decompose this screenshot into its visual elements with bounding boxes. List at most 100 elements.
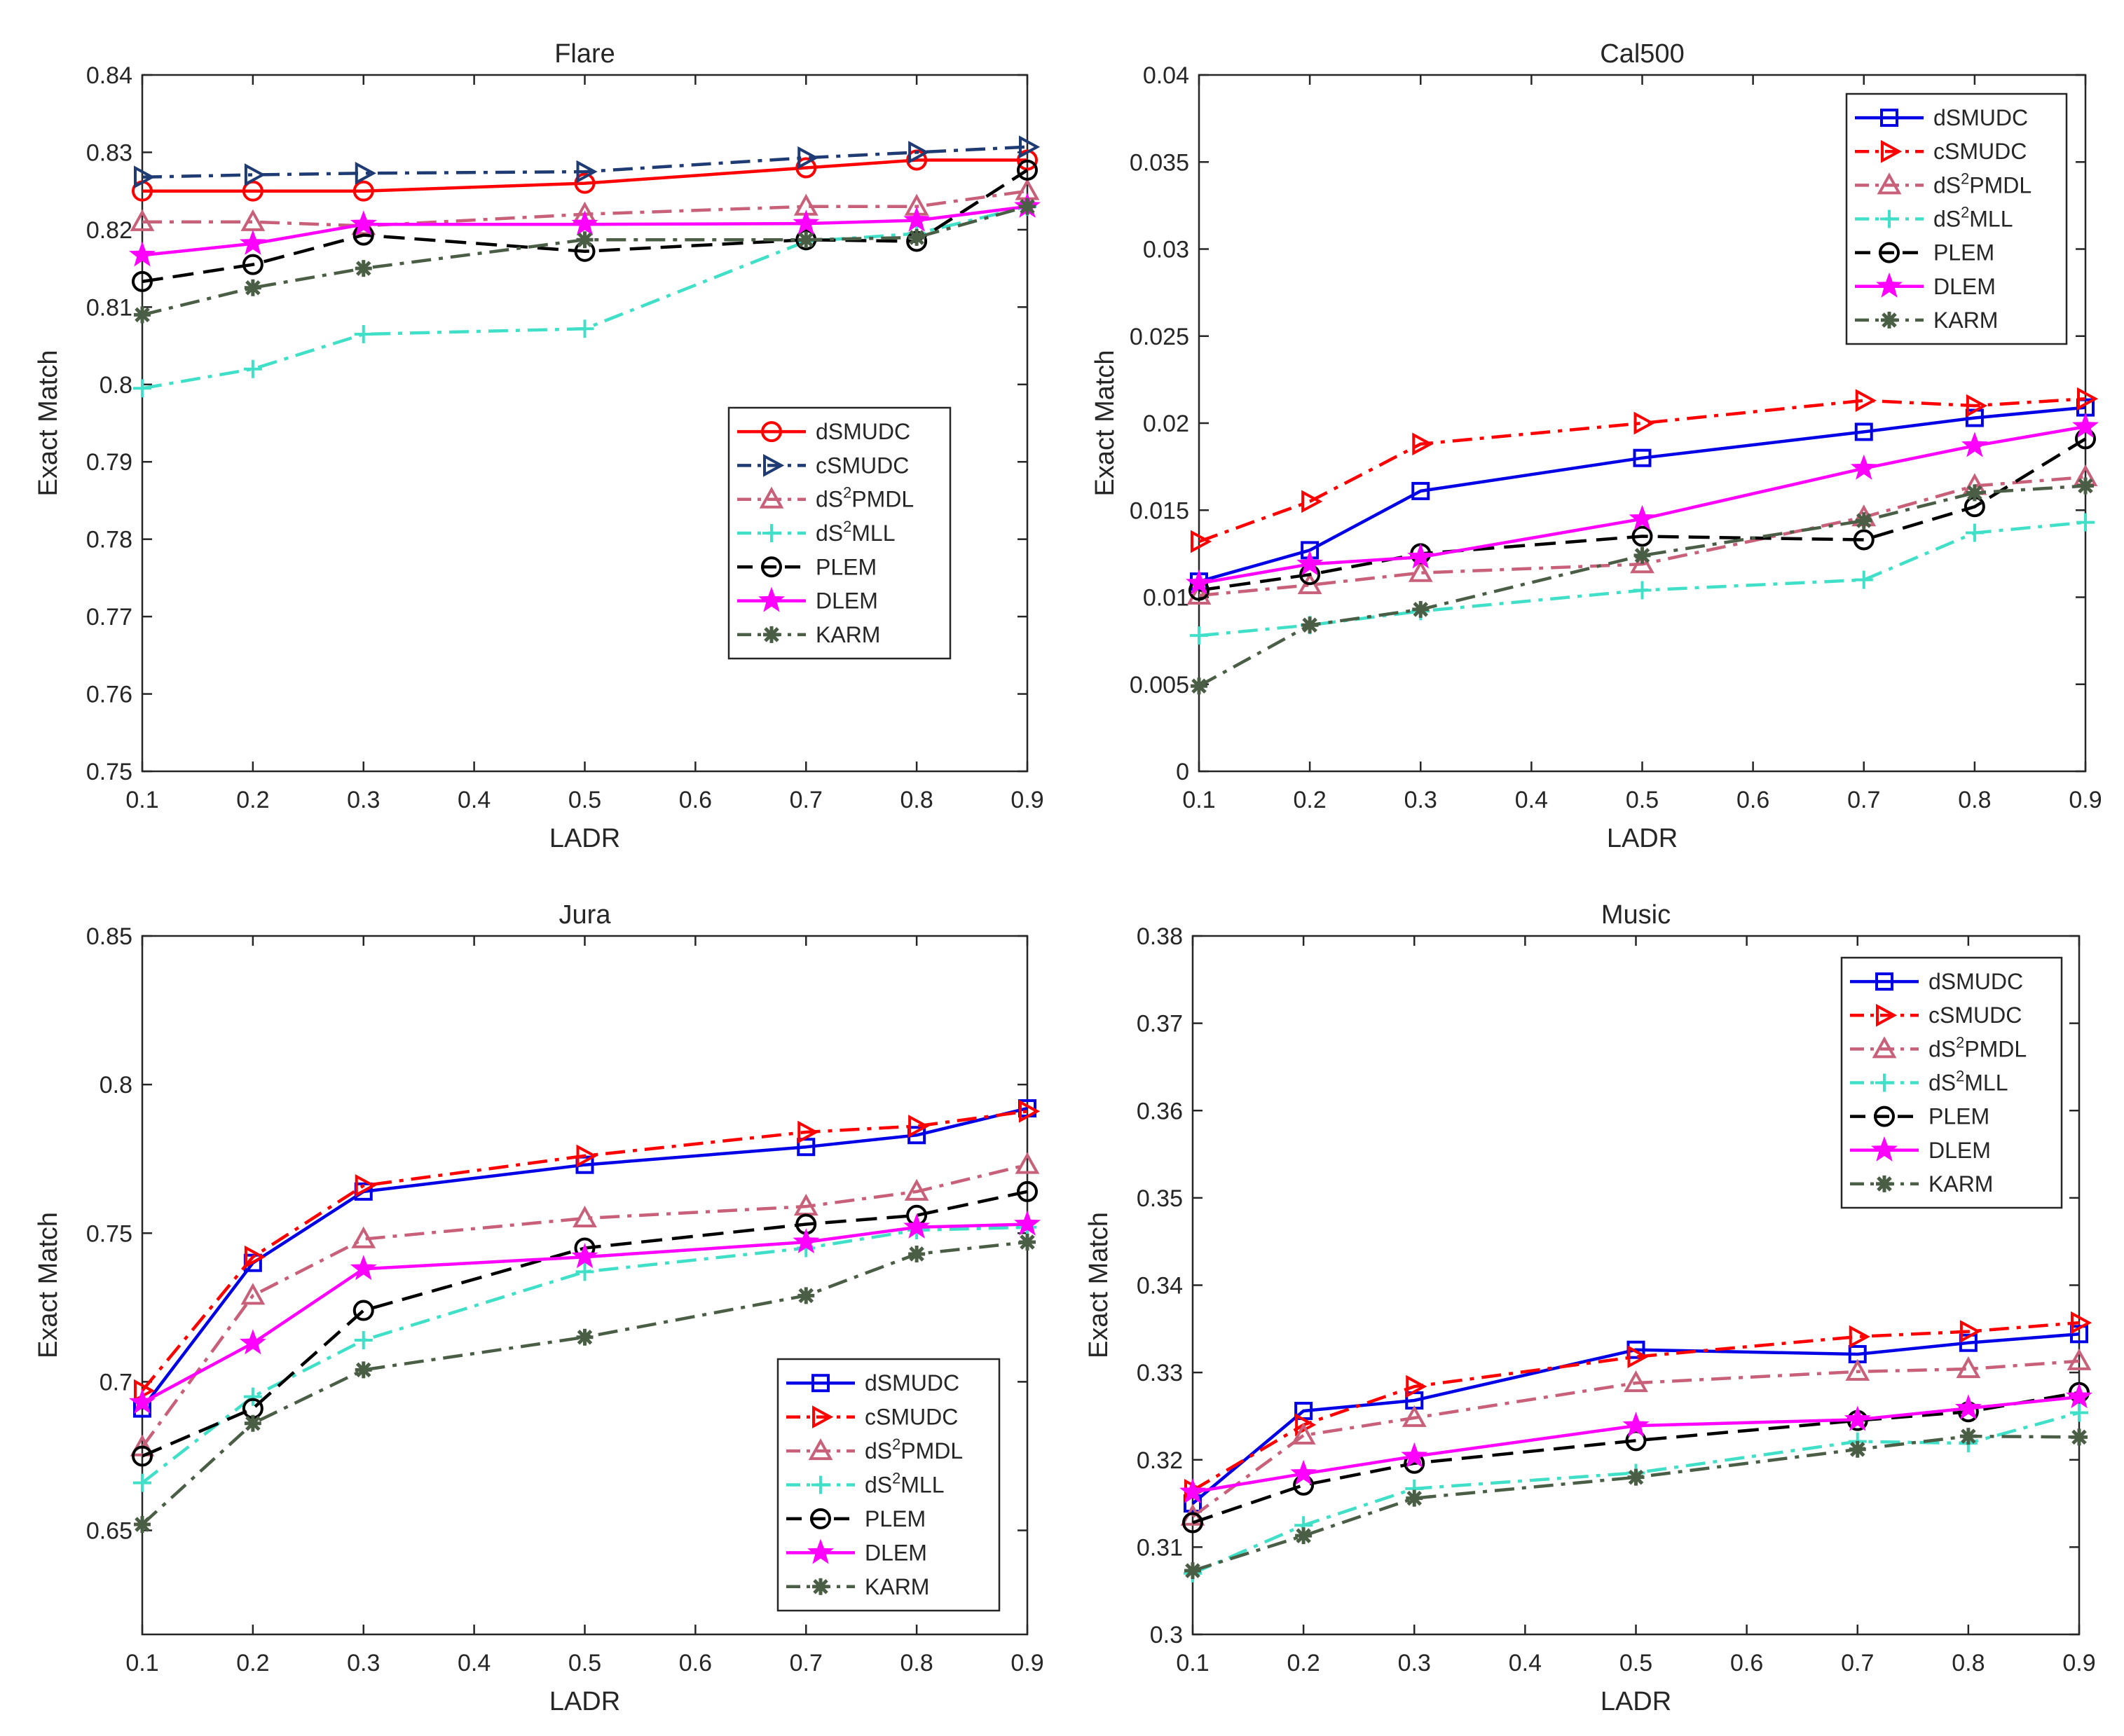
y-axis-label: Exact Match bbox=[1084, 1212, 1114, 1358]
legend-plus-marker bbox=[762, 524, 781, 542]
data-point-circle-marker bbox=[1631, 525, 1653, 547]
legend: dSMUDC cSMUDC dS2PMDL dS2MLL PLEM DLEM KARM bbox=[1840, 956, 2063, 1209]
x-axis-label: LADR bbox=[1601, 1687, 1671, 1716]
data-point-star-marker bbox=[2066, 1383, 2092, 1409]
data-point-star-marker bbox=[129, 241, 156, 267]
legend-square-marker bbox=[1880, 109, 1898, 128]
legend-triangle-right-marker bbox=[812, 1405, 834, 1428]
legend-asterisk-marker bbox=[763, 626, 780, 643]
data-point-circle-marker bbox=[1853, 529, 1875, 551]
data-point-star-marker bbox=[1290, 1459, 1317, 1485]
data-point-circle-marker bbox=[132, 270, 153, 292]
y-tick-label: 0.02 bbox=[1143, 411, 1189, 437]
x-tick-label: 0.9 bbox=[2062, 1650, 2095, 1676]
data-point-triangle-right-marker bbox=[1633, 411, 1655, 435]
series-line-dsmudc bbox=[142, 158, 1027, 193]
data-point-star-marker bbox=[903, 1213, 931, 1239]
chart-title: Flare bbox=[554, 39, 615, 69]
data-point-plus-marker bbox=[133, 379, 151, 398]
legend-square-marker bbox=[1875, 972, 1893, 991]
legend-circle-marker bbox=[761, 421, 782, 443]
data-point-triangle-right-marker bbox=[908, 141, 930, 164]
x-tick-label: 0.2 bbox=[236, 787, 269, 813]
x-tick-label: 0.3 bbox=[1398, 1650, 1431, 1676]
data-point-triangle-right-marker bbox=[797, 146, 819, 170]
legend-label: dS2PMDL bbox=[816, 484, 914, 512]
data-point-triangle-up-marker bbox=[1845, 1358, 1870, 1381]
data-point-star-marker bbox=[793, 1228, 820, 1254]
chart-flare: Flare 0.1 0.2 0.3 0.4 0.5 0.6 0.7 0.8 0.9 0.75 0.76… bbox=[34, 39, 1044, 853]
data-point-asterisk-marker bbox=[134, 1516, 151, 1534]
series-dlem bbox=[1186, 413, 2099, 595]
legend-triangle-up-marker bbox=[1877, 172, 1902, 195]
data-point-triangle-up-marker bbox=[351, 1226, 376, 1248]
x-tick-label: 0.9 bbox=[2069, 787, 2102, 813]
data-point-triangle-right-marker bbox=[244, 1245, 266, 1269]
data-point-triangle-up-marker bbox=[240, 1283, 266, 1305]
series-karm bbox=[1191, 477, 2094, 695]
data-point-star-marker bbox=[350, 1255, 377, 1281]
data-point-star-marker bbox=[239, 229, 266, 255]
data-point-asterisk-marker bbox=[1019, 198, 1036, 215]
data-point-circle-marker bbox=[242, 254, 263, 275]
data-point-triangle-up-marker bbox=[1408, 560, 1433, 582]
legend-asterisk-marker bbox=[1876, 1175, 1893, 1192]
data-point-plus-marker bbox=[575, 1262, 594, 1281]
y-tick-label: 0.83 bbox=[86, 139, 132, 166]
data-point-asterisk-marker bbox=[2077, 477, 2094, 495]
data-point-triangle-right-marker bbox=[1959, 1320, 1982, 1343]
y-tick-label: 0.04 bbox=[1143, 62, 1189, 89]
data-point-triangle-right-marker bbox=[1301, 490, 1323, 514]
data-point-plus-marker bbox=[2076, 513, 2095, 532]
data-point-asterisk-marker bbox=[1627, 1468, 1645, 1486]
legend-label: dS2PMDL bbox=[1933, 170, 2031, 198]
legend-triangle-right-marker bbox=[1876, 1003, 1898, 1027]
data-point-triangle-right-marker bbox=[576, 160, 598, 184]
series-dlem bbox=[129, 192, 1041, 267]
data-point-triangle-right-marker bbox=[1966, 394, 1988, 418]
y-tick-label: 0.77 bbox=[86, 604, 132, 631]
data-point-star-marker bbox=[1850, 454, 1877, 480]
x-axis-label: LADR bbox=[1607, 824, 1678, 853]
data-point-star-marker bbox=[350, 210, 377, 236]
data-point-asterisk-marker bbox=[1412, 600, 1430, 618]
data-point-circle-marker bbox=[1017, 159, 1038, 181]
legend-label: cSMUDC bbox=[816, 453, 909, 478]
legend-label: dS2PMDL bbox=[1928, 1033, 2027, 1061]
legend-circle-marker bbox=[761, 556, 782, 578]
data-point-circle-marker bbox=[1182, 1512, 1203, 1534]
legend-label: dS2MLL bbox=[816, 518, 896, 546]
data-point-plus-marker bbox=[354, 1330, 373, 1349]
data-point-triangle-right-marker bbox=[908, 1115, 930, 1138]
data-point-plus-marker bbox=[1633, 581, 1652, 600]
x-tick-label: 0.8 bbox=[1952, 1650, 1985, 1676]
data-point-triangle-right-marker bbox=[1019, 1099, 1041, 1123]
chart-jura: Jura 0.1 0.2 0.3 0.4 0.5 0.6 0.7 0.8 0.9 0.65 0.7 0.… bbox=[34, 900, 1044, 1716]
legend-circle-marker bbox=[1874, 1105, 1895, 1127]
data-point-star-marker bbox=[129, 1389, 156, 1414]
data-point-star-marker bbox=[1179, 1477, 1206, 1503]
legend-label: dS2MLL bbox=[1933, 204, 2013, 232]
y-tick-label: 0.01 bbox=[1143, 585, 1189, 612]
data-point-plus-marker bbox=[1190, 626, 1208, 645]
x-tick-label: 0.9 bbox=[1010, 1650, 1043, 1676]
legend-label: KARM bbox=[865, 1574, 929, 1599]
legend-circle-marker bbox=[810, 1508, 831, 1529]
legend-label: DLEM bbox=[816, 588, 878, 614]
data-point-asterisk-marker bbox=[1855, 512, 1872, 530]
data-point-star-marker bbox=[1961, 432, 1988, 457]
legend-star-marker bbox=[807, 1538, 834, 1564]
data-point-triangle-right-marker bbox=[355, 1174, 376, 1197]
data-point-circle-marker bbox=[1017, 1180, 1038, 1202]
data-point-triangle-up-marker bbox=[1624, 1370, 1648, 1393]
x-tick-label: 0.5 bbox=[1619, 1650, 1652, 1676]
data-point-triangle-right-marker bbox=[1412, 432, 1434, 456]
data-point-circle-marker bbox=[1625, 1430, 1647, 1452]
data-point-asterisk-marker bbox=[797, 1287, 815, 1304]
legend-star-marker bbox=[758, 586, 785, 612]
data-point-star-marker bbox=[1401, 1442, 1428, 1468]
series-line-csmudc bbox=[1198, 397, 2086, 544]
data-point-star-marker bbox=[571, 1243, 598, 1269]
data-point-triangle-up-marker bbox=[573, 1205, 597, 1228]
